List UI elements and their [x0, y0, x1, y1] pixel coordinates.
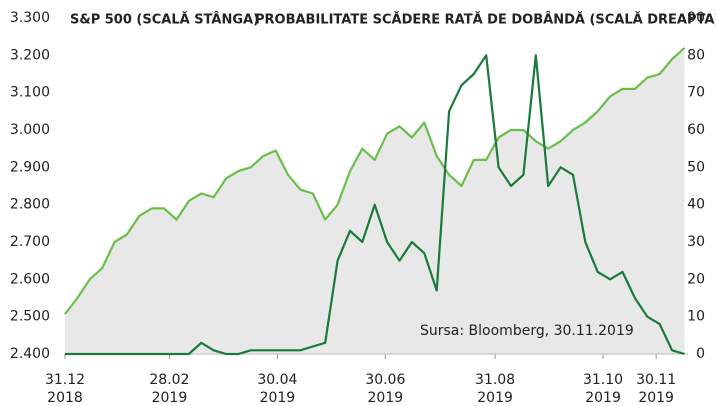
x-tick-year: 2018 [47, 390, 83, 406]
legend-sp500: S&P 500 (SCALĂ STÂNGA) [70, 12, 259, 28]
y2-tick-label: 50 [687, 159, 705, 175]
x-tick-label: 30.06 [365, 372, 405, 388]
y2-tick-label: 0 [696, 346, 705, 362]
y2-tick-label: 80 [687, 47, 705, 63]
x-tick-label: 30.04 [257, 372, 297, 388]
area [65, 47, 685, 355]
x-tick-label: 31.08 [475, 372, 515, 388]
y-tick-label: 3.200 [10, 47, 50, 63]
x-tick-year: 2019 [260, 390, 296, 406]
y2-tick-label: 30 [687, 234, 705, 250]
line [65, 54, 685, 356]
y-tick-label: 2.900 [10, 159, 50, 175]
annotation: Sursa: Bloomberg, 30.11.2019 [420, 323, 634, 339]
x-tick-label: 31.10 [583, 372, 623, 388]
x-tick-label: 31.12 [45, 372, 85, 388]
y-tick-label: 3.000 [10, 122, 50, 138]
x-tick-year: 2019 [477, 390, 513, 406]
legend-probability: PROBABILITATE SCĂDERE RATĂ DE DOBÂNDĂ (S… [255, 12, 716, 28]
x-tick-label: 28.02 [149, 372, 189, 388]
x-tick-year: 2019 [585, 390, 621, 406]
y-tick-label: 2.600 [10, 271, 50, 287]
y-tick-label: 2.800 [10, 197, 50, 213]
y2-tick-label: 40 [687, 197, 705, 213]
y-tick-label: 2.400 [10, 346, 50, 362]
y2-tick-label: 70 [687, 85, 705, 101]
y2-tick-label: 20 [687, 271, 705, 287]
y-tick-label: 2.500 [10, 309, 50, 325]
y-tick-label: 3.100 [10, 85, 50, 101]
x-tick-year: 2019 [368, 390, 404, 406]
y-tick-label: 3.300 [10, 10, 50, 26]
x-tick-year: 2019 [152, 390, 188, 406]
y2-tick-label: 60 [687, 122, 705, 138]
y-tick-label: 2.700 [10, 234, 50, 250]
line [64, 47, 686, 315]
y2-tick-label: 10 [687, 309, 705, 325]
x-tick-label: 30.11 [636, 372, 676, 388]
x-tick-year: 2019 [638, 390, 674, 406]
y2-tick-label: 90 [687, 10, 705, 26]
